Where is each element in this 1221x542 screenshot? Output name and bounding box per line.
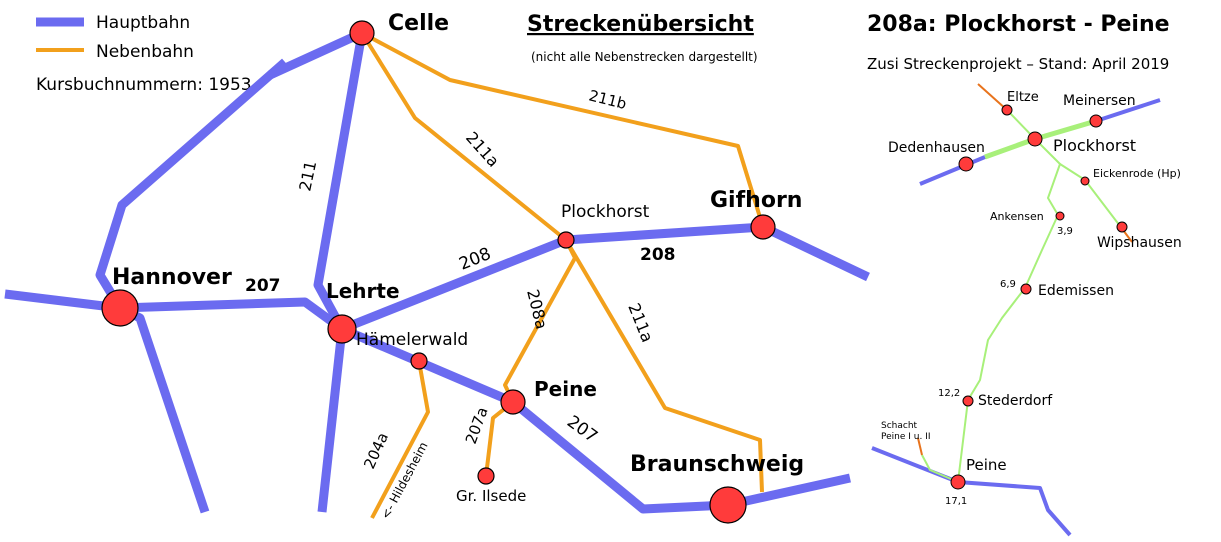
station-celle: [349, 20, 375, 46]
detail-station-wipshausen: [1116, 221, 1128, 233]
station-hannover: [101, 289, 139, 327]
detail-stations: [950, 104, 1128, 490]
main-line-celle-northwest: [268, 28, 364, 80]
legend-branch-line-label: Nebenbahn: [96, 42, 194, 62]
detail-label-plockhorst: Plockhorst: [1053, 136, 1136, 155]
detail-km-edemissen: 6,9: [1000, 279, 1016, 290]
main-line-celle-lehrte: [313, 32, 367, 332]
main-line-lehrte-south: [317, 328, 347, 513]
line-label-211a-celle: 211a: [462, 128, 503, 171]
line-label-208a: 208a: [523, 287, 551, 331]
line-label-211a-plockhorst: 211a: [624, 300, 657, 345]
line-label-207-east: 207: [563, 412, 601, 447]
detail-label-edemissen: Edemissen: [1038, 283, 1114, 299]
main-line-lehrte-gifhorn: [340, 222, 870, 334]
branch-211a-plockhorst-braunschweig: [564, 238, 764, 493]
label-celle: Celle: [388, 11, 449, 36]
detail-main-lines: [871, 98, 1161, 537]
detail-label-schacht-2: Peine I u. II: [881, 432, 931, 442]
branch-stub-eltze: [977, 83, 1008, 111]
overview-title: Streckenübersicht: [527, 12, 754, 37]
detail-label-schacht-1: Schacht: [881, 421, 918, 431]
label-gr-ilsede: Gr. Ilsede: [456, 487, 526, 505]
station-lehrte: [327, 314, 357, 344]
detail-station-ankensen: [1055, 211, 1065, 221]
line-label-207-west: 207: [245, 276, 281, 296]
line-label-207a: 207a: [462, 405, 492, 447]
label-hildesheim-arrow: <- Hildesheim: [378, 440, 430, 522]
station-plockhorst: [557, 231, 575, 249]
main-line-hannover-lehrte: [119, 297, 345, 333]
detail-km-ankensen: 3,9: [1057, 226, 1073, 237]
label-plockhorst: Plockhorst: [561, 202, 650, 222]
branch-211a-celle-plockhorst: [360, 31, 568, 242]
label-hannover: Hannover: [112, 265, 232, 290]
detail-station-eickenrode: [1080, 176, 1090, 186]
detail-station-peine: [950, 474, 966, 490]
overview-stations: [101, 20, 776, 524]
detail-label-dedenhausen: Dedenhausen: [888, 140, 985, 156]
detail-station-meinersen: [1089, 114, 1103, 128]
detail-title: 208a: Plockhorst - Peine: [867, 12, 1170, 37]
detail-station-plockhorst: [1027, 131, 1043, 147]
line-label-211: 211: [295, 159, 320, 193]
branch-204a-hildesheim: [370, 360, 430, 519]
label-peine: Peine: [534, 377, 597, 401]
detail-label-eltze: Eltze: [1007, 90, 1039, 105]
line-label-204a: 204a: [360, 430, 392, 472]
station-gifhorn: [750, 214, 776, 240]
station-peine: [500, 389, 526, 415]
label-haemelerwald: Hämelerwald: [356, 330, 468, 350]
detail-label-ankensen: Ankensen: [990, 210, 1044, 223]
main-line-hannover-west: [4, 289, 121, 313]
detail-station-eltze: [1001, 104, 1013, 116]
detail-label-meinersen: Meinersen: [1063, 93, 1136, 109]
project-line-208a: [957, 138, 1061, 483]
label-gifhorn: Gifhorn: [710, 188, 802, 213]
detail-km-peine: 17,1: [945, 496, 967, 507]
detail-station-edemissen: [1020, 283, 1032, 295]
detail-labels: Eltze Meinersen Dedenhausen Plockhorst E…: [881, 90, 1182, 507]
main-line-hannover-south: [117, 303, 210, 514]
line-label-208-gifhorn: 208: [640, 245, 676, 265]
branch-211b-celle-gifhorn: [361, 31, 765, 228]
label-lehrte: Lehrte: [326, 279, 400, 303]
legend: Hauptbahn Nebenbahn Kursbuchnummern: 195…: [36, 13, 252, 95]
branch-lines: [360, 31, 765, 519]
line-label-211b: 211b: [587, 86, 628, 113]
legend-main-line-label: Hauptbahn: [96, 13, 190, 33]
label-braunschweig: Braunschweig: [630, 452, 804, 477]
detail-station-stederdorf: [962, 395, 974, 407]
detail-station-dedenhausen: [958, 156, 974, 172]
main-line-hannover-northeast: [95, 58, 288, 311]
detail-label-peine: Peine: [966, 456, 1007, 474]
detail-km-stederdorf: 12,2: [938, 388, 960, 399]
timetable-note: Kursbuchnummern: 1953: [36, 75, 252, 95]
station-gr-ilsede: [477, 467, 495, 485]
overview-subtitle: (nicht alle Nebenstrecken dargestellt): [531, 50, 758, 64]
branch-stub-schacht: [917, 437, 923, 456]
detail-label-eickenrode: Eickenrode (Hp): [1093, 167, 1181, 180]
detail-label-wipshausen: Wipshausen: [1097, 235, 1182, 251]
station-haemelerwald: [410, 352, 428, 370]
detail-main-line-blue-west: [919, 155, 986, 186]
detail-subtitle: Zusi Streckenprojekt – Stand: April 2019: [867, 55, 1169, 73]
detail-label-stederdorf: Stederdorf: [978, 393, 1053, 409]
project-line-schacht: [921, 454, 959, 483]
station-braunschweig: [709, 486, 747, 524]
main-line-lehrte-braunschweig: [340, 324, 851, 514]
detail-main-line-blue-east: [1095, 98, 1161, 123]
